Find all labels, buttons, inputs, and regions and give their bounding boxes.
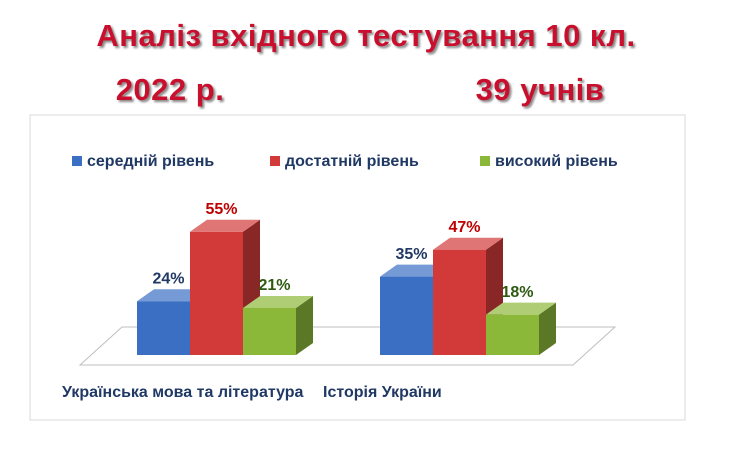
- legend-label: високий рівень: [495, 153, 618, 170]
- bar-side: [296, 295, 313, 355]
- value-label: 47%: [448, 219, 480, 236]
- value-label: 35%: [395, 246, 427, 263]
- bar-top: [486, 302, 556, 315]
- chart-title: Аналіз вхідного тестування 10 кл.: [96, 18, 635, 53]
- legend-label: середній рівень: [87, 153, 214, 170]
- value-label: 55%: [205, 201, 237, 218]
- bar: [380, 276, 433, 355]
- x-tick-label: Українська мова та література: [62, 384, 304, 401]
- legend-swatch: [270, 156, 280, 166]
- legend-swatch: [480, 156, 490, 166]
- bar-top: [190, 219, 260, 232]
- bar-top: [433, 237, 503, 250]
- value-label: 21%: [258, 277, 290, 294]
- value-label: 24%: [152, 270, 184, 287]
- bar-top: [137, 289, 207, 302]
- bar: [137, 301, 190, 355]
- legend-swatch: [72, 156, 82, 166]
- chart-subtitle: 2022 р.: [116, 72, 225, 107]
- bar-top: [243, 295, 313, 308]
- bar-side: [539, 302, 556, 355]
- bar: [486, 314, 539, 355]
- legend-label: достатній рівень: [285, 153, 419, 170]
- value-label: 18%: [501, 284, 533, 301]
- x-tick-label: Історія України: [323, 384, 442, 401]
- chart-frame: [29, 114, 686, 421]
- bar: [243, 307, 296, 355]
- bar: [433, 249, 486, 355]
- bar-top: [380, 264, 450, 277]
- bar: [190, 231, 243, 355]
- chart-annotation: 39 учнів: [476, 72, 605, 107]
